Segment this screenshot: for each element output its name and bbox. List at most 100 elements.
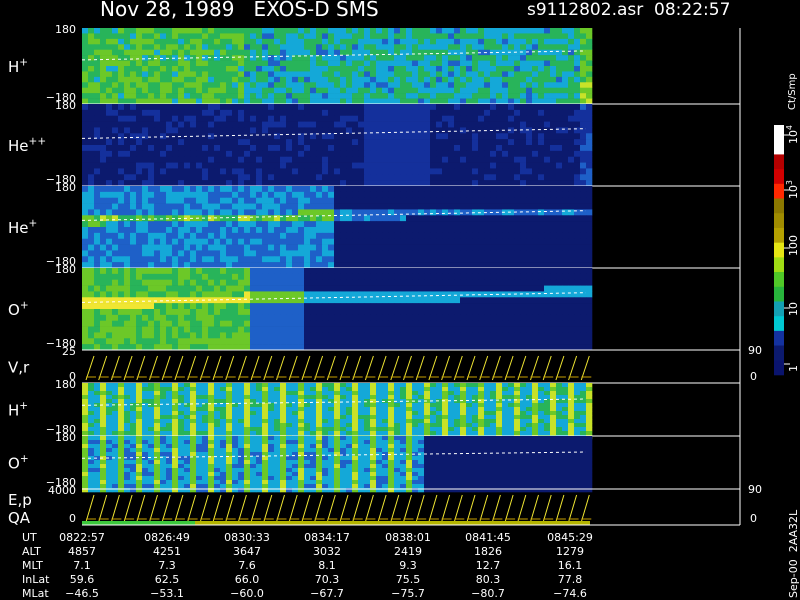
cell (358, 285, 365, 292)
cell (382, 44, 389, 51)
cell (196, 71, 203, 78)
cell (250, 303, 257, 310)
cell (100, 60, 107, 67)
cell (508, 227, 515, 234)
cell (532, 344, 539, 351)
cell (298, 162, 305, 169)
cell (226, 133, 233, 140)
cell (508, 344, 515, 351)
cell (394, 209, 401, 216)
cell (244, 186, 251, 193)
cell (172, 227, 179, 234)
cell (502, 256, 509, 263)
cell (532, 268, 539, 275)
cell (142, 66, 149, 72)
y-tick-label: 25 (62, 345, 76, 358)
cell (286, 55, 293, 61)
cell (352, 262, 359, 269)
cell (502, 127, 509, 134)
cell (124, 309, 131, 316)
cell (406, 279, 413, 286)
cell (112, 98, 119, 105)
cell (544, 82, 551, 89)
cell (196, 332, 203, 339)
cell (178, 303, 185, 310)
cell (490, 191, 497, 199)
cell (292, 314, 299, 322)
cell (586, 115, 593, 122)
cell (100, 326, 107, 333)
cell (322, 104, 329, 111)
cell (514, 139, 521, 146)
cell (514, 150, 521, 158)
cell (532, 38, 539, 45)
cell (466, 238, 473, 245)
cell (202, 168, 209, 175)
cell (586, 127, 593, 134)
cell (328, 244, 335, 251)
cell (544, 314, 551, 322)
cell (196, 262, 203, 269)
cell (298, 320, 305, 327)
cell (586, 33, 593, 40)
cell (490, 303, 497, 310)
cell (370, 383, 377, 388)
cell (268, 127, 275, 134)
cell (232, 38, 239, 45)
cell (490, 139, 497, 146)
cell (178, 60, 185, 67)
cell (274, 344, 281, 351)
cell (196, 203, 203, 210)
cell (544, 250, 551, 257)
cell (448, 156, 455, 163)
cell (280, 186, 287, 193)
cell (178, 115, 185, 122)
cell (550, 104, 557, 111)
cell (556, 250, 563, 257)
cell (214, 338, 221, 345)
cell (148, 244, 155, 251)
cell (400, 93, 407, 99)
cell (244, 139, 251, 146)
cell (484, 326, 491, 333)
cell (124, 238, 131, 245)
cell (376, 28, 383, 34)
cell (574, 87, 581, 94)
cell (568, 209, 575, 216)
cell (214, 314, 221, 322)
cell (142, 133, 149, 140)
cell (568, 49, 575, 56)
cell (244, 203, 251, 210)
cell (292, 303, 299, 310)
cell (112, 44, 119, 51)
cell (346, 227, 353, 234)
cell (130, 285, 137, 292)
cell (436, 33, 443, 40)
cell (262, 383, 269, 388)
cell (328, 93, 335, 99)
cell (514, 66, 521, 72)
cell (400, 162, 407, 169)
cell (136, 66, 143, 72)
cell (280, 262, 287, 269)
cell (358, 180, 365, 187)
cell (490, 250, 497, 257)
cell (82, 156, 89, 163)
cell (112, 115, 119, 122)
cell (292, 191, 299, 199)
cell (466, 66, 473, 72)
cell (328, 28, 335, 34)
cell (262, 227, 269, 234)
cell (238, 383, 245, 388)
cell (226, 285, 233, 292)
cell (220, 383, 227, 388)
cell (196, 285, 203, 292)
cell (202, 238, 209, 245)
cell (346, 82, 353, 89)
cell (94, 168, 101, 175)
cell (340, 93, 347, 99)
cell (508, 244, 515, 251)
cell (274, 156, 281, 163)
cell (82, 145, 89, 152)
cell (394, 156, 401, 163)
